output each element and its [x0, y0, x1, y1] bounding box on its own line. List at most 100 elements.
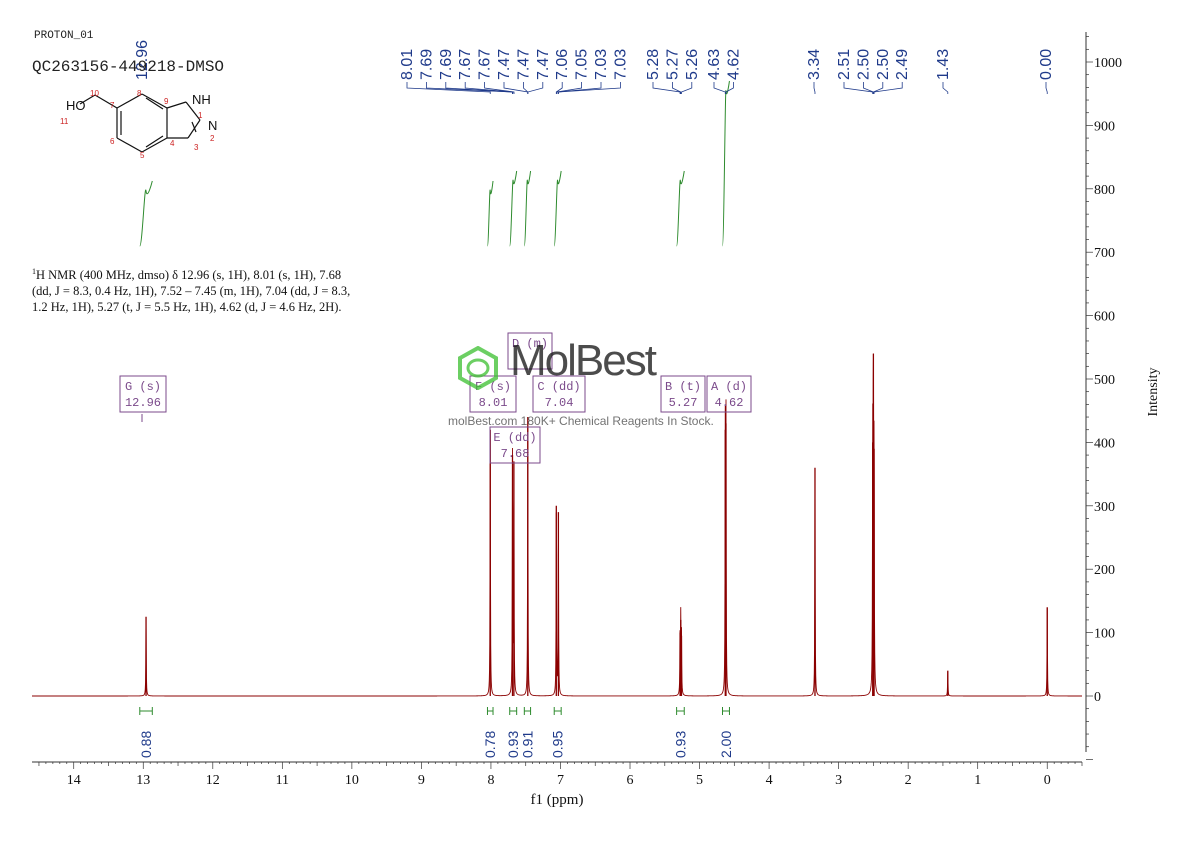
peak-label-connector [527, 82, 544, 94]
annotation-label: A (d) [711, 380, 747, 394]
integration-values: 0.88 0.78 0.930.91 0.95 0.93 2.00 [138, 707, 734, 758]
y-tick-label: 700 [1094, 246, 1115, 261]
multiplet-annotations: G (s)12.96F (s)8.01E (dd)7.68D (m)C (dd)… [119, 332, 752, 464]
bond [116, 137, 143, 153]
annotation-value: 8.01 [479, 396, 508, 410]
peak-label-connector [873, 82, 903, 94]
peak-label: 12.96 [134, 40, 151, 80]
structure-atom: 5 [140, 151, 145, 160]
peak-label-connector [872, 82, 884, 94]
peak-label-connector [725, 82, 734, 94]
annotation-value: 7.04 [545, 396, 574, 410]
x-tick-label: 4 [766, 773, 773, 788]
structure-atom: 9 [164, 97, 169, 106]
integral-curve [553, 170, 562, 247]
axes: 14 13 12 11 10 9 8 7 6 5 4 3 2 1 001002003004005006007… [32, 32, 1122, 788]
sample-name: PROTON_01 [34, 30, 94, 42]
x-tick-label: 14 [67, 773, 81, 788]
annotation-label: G (s) [125, 380, 161, 394]
peak-label-connector [556, 82, 582, 94]
peak-label-connector [503, 82, 529, 94]
peak-label: 7.05 [574, 49, 591, 80]
peak-label: 5.27 [664, 49, 681, 80]
peak-labels: 12.96 8.01 7.69 7.69 7.67 7.67 7.47 7.47 7.47 7.0… [134, 40, 1055, 94]
y-axis-label: Intensity [1146, 368, 1161, 417]
nmr-line-1: H NMR (400 MHz, dmso) δ 12.96 (s, 1H), 8… [36, 268, 342, 283]
structure-atom: 8 [137, 89, 142, 98]
x-tick-label: 6 [627, 773, 634, 788]
structure-atom: 3 [194, 143, 199, 152]
nmr-superscript: 1 [32, 267, 36, 276]
peak-label: 4.62 [725, 49, 742, 80]
x-tick-label: 12 [206, 773, 220, 788]
peak-label: 2.51 [836, 49, 853, 80]
peak-label: 2.50 [855, 49, 872, 80]
bond [187, 119, 201, 139]
annotation-label: E (dd) [493, 431, 536, 445]
x-axis-label: f1 (ppm) [531, 792, 584, 808]
integral-curve [139, 180, 153, 247]
x-tick-label: 3 [835, 773, 842, 788]
peak-label: 7.67 [477, 49, 494, 80]
peak-label-connector [672, 82, 682, 94]
peak-label: 7.67 [457, 49, 474, 80]
integration-value: 0.93 [505, 731, 521, 758]
integral-curves [139, 80, 730, 247]
annotation-value: 4.62 [715, 396, 744, 410]
integration-value: 0.88 [138, 731, 154, 758]
integral-curve [509, 170, 518, 247]
x-tick-label: 9 [418, 773, 425, 788]
annotation-box [532, 375, 586, 413]
annotation-label: B (t) [665, 380, 701, 394]
structure-atom: HO [66, 98, 86, 113]
peak-label: 7.69 [438, 49, 455, 80]
peak-label-connector [555, 82, 563, 94]
peak-label: 7.03 [612, 49, 629, 80]
x-tick-label: 1 [974, 773, 981, 788]
integral-curve [676, 170, 685, 247]
bond [185, 101, 201, 121]
structure-atom: 10 [90, 89, 99, 98]
structure-atom: 11 [60, 117, 69, 126]
peak-label: 0.00 [1038, 49, 1055, 80]
bond [79, 94, 96, 105]
bond [94, 94, 118, 109]
molecule-structure: HO 11 10 7 8 9 NH 1N2 3 4 5 6 [60, 89, 217, 160]
integral-curve [486, 180, 494, 247]
x-tick-label: 0 [1044, 773, 1051, 788]
nmr-description: 1H NMR (400 MHz, dmso) δ 12.96 (s, 1H), … [32, 264, 382, 315]
bond [141, 137, 168, 153]
y-tick-label: 100 [1094, 627, 1115, 642]
peak-label-connector [652, 82, 681, 94]
spectrum-trace [32, 353, 1082, 697]
x-tick-label: 8 [487, 773, 494, 788]
y-tick-label: 500 [1094, 373, 1115, 388]
bond [191, 121, 197, 133]
spectrum-line [32, 353, 1082, 697]
peak-label: 5.26 [684, 49, 701, 80]
x-tick-label: 13 [136, 773, 150, 788]
annotation-label: C (dd) [537, 380, 580, 394]
peak-label-connector [445, 82, 513, 94]
peak-label: 7.47 [496, 49, 513, 80]
watermark-tagline: molBest.com 180K+ Chemical Reagents In S… [448, 414, 714, 428]
y-tick-label: 800 [1094, 183, 1115, 198]
x-tick-label: 7 [557, 773, 564, 788]
bond [166, 101, 187, 109]
watermark: MolBest molBest.com 180K+ Chemical Reage… [448, 336, 748, 432]
integration-value: 0.95 [550, 731, 566, 758]
annotation-value: 7.68 [501, 447, 530, 461]
peak-label: 1.43 [935, 49, 952, 80]
structure-atom: 6 [110, 137, 115, 146]
y-tick-label: 0 [1094, 690, 1101, 705]
annotation-value: 12.96 [125, 396, 161, 410]
x-tick-label: 2 [905, 773, 912, 788]
peak-label-connector [557, 82, 621, 94]
peak-label: 7.69 [418, 49, 435, 80]
annotation-box [660, 375, 706, 413]
x-tick-label: 5 [696, 773, 703, 788]
integration-value: 0.91 [519, 731, 535, 758]
sample-id: QC263156-449218-DMSO [32, 58, 225, 76]
annotation-box [507, 332, 553, 370]
peak-label: 8.01 [399, 49, 416, 80]
